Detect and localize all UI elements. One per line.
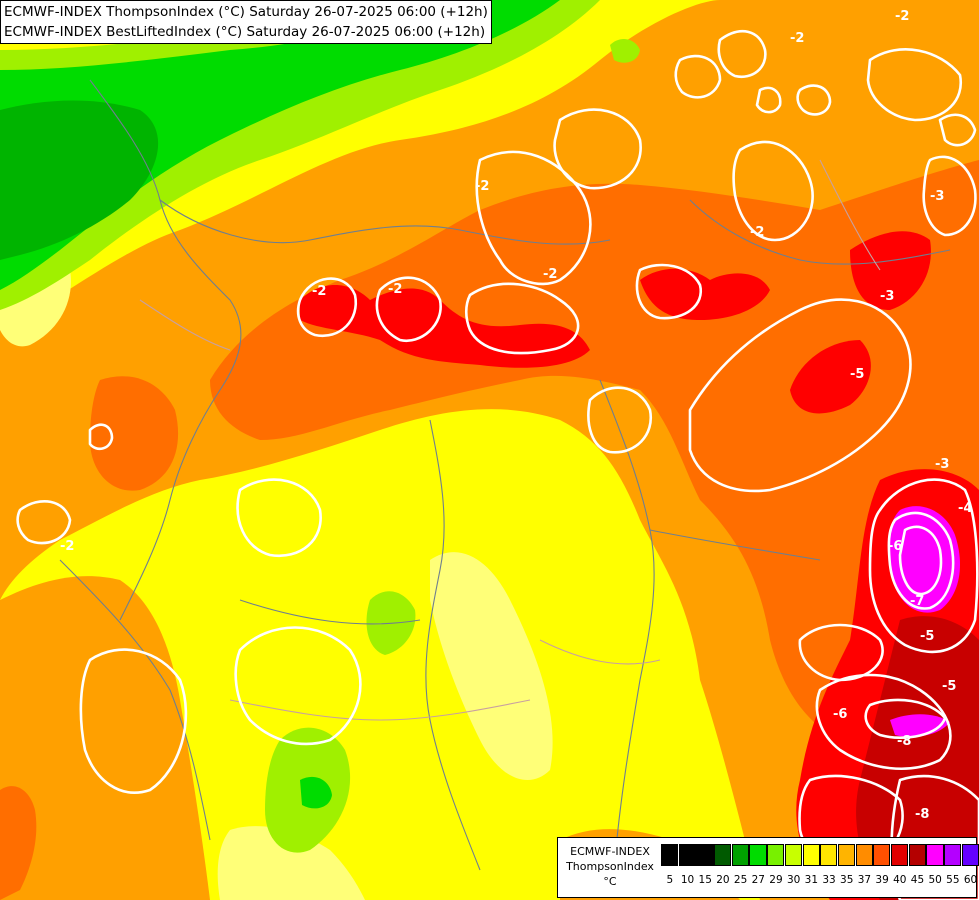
legend-tick-label: 10: [680, 874, 695, 886]
map-title-box: ECMWF-INDEX ThompsonIndex (°C) Saturday …: [0, 0, 492, 44]
legend-tick-label: 45: [910, 874, 925, 886]
legend-tick-label: 33: [822, 874, 836, 886]
contour-label: -2: [60, 539, 74, 554]
legend-swatch: [855, 844, 873, 866]
field-magenta-1: [888, 506, 960, 613]
legend-tick-label: 40: [893, 874, 907, 886]
contour-labels: -2 -2 -2 -2 -2 -2 -2 -2 -3 -3 -3 -4 -5 -…: [60, 9, 972, 822]
contour-label: -6: [888, 539, 902, 554]
legend-tick-label: 55: [946, 874, 960, 886]
legend-swatch: [820, 844, 838, 866]
legend-swatch: [749, 844, 767, 866]
legend-tick-label: 31: [804, 874, 819, 886]
field-dark-orange-west: [90, 376, 179, 491]
legend-tick-label: 39: [875, 874, 889, 886]
contour-label: -7: [910, 594, 924, 609]
legend-swatch: [908, 844, 926, 866]
legend-tick-label: 25: [733, 874, 748, 886]
contour-label: -5: [920, 629, 934, 644]
legend-tick-label: 15: [698, 874, 712, 886]
contour-label: -3: [935, 457, 949, 472]
legend-parameter: ThompsonIndex: [566, 860, 654, 873]
field-red-core-4: [790, 340, 871, 414]
contour-label: -2: [312, 284, 326, 299]
contour-label: -5: [850, 367, 864, 382]
legend-swatch: [961, 844, 979, 866]
legend-tick-label: 50: [928, 874, 942, 886]
title-best-lifted-index: ECMWF-INDEX BestLiftedIndex (°C) Saturda…: [4, 24, 486, 40]
title-thompson-index: ECMWF-INDEX ThompsonIndex (°C) Saturday …: [4, 4, 488, 20]
field-red-core-2: [640, 268, 770, 320]
field-light-yellow-south: [217, 826, 365, 900]
field-red-core-3: [850, 231, 931, 310]
legend-model: ECMWF-INDEX: [570, 845, 650, 858]
legend-swatch: [784, 844, 802, 866]
color-legend: ECMWF-INDEX ThompsonIndex °C 5 10 15 20 25 27…: [557, 837, 979, 898]
contour-label: -3: [880, 289, 894, 304]
legend-swatch: [873, 844, 891, 866]
country-borders: [59, 79, 951, 871]
legend-tick-label: 60: [963, 874, 978, 886]
field-green-south: [300, 776, 332, 809]
legend-swatch: [714, 844, 732, 866]
legend-swatch: [926, 844, 944, 866]
legend-swatch: [678, 844, 696, 866]
contour-label: -2: [388, 282, 402, 297]
contour-label: -3: [930, 189, 944, 204]
legend-tick-label: 30: [786, 874, 801, 886]
legend-tick-label: 37: [857, 874, 872, 886]
contour-label: -6: [833, 707, 847, 722]
field-green-nw: [0, 0, 560, 290]
contour-label: -5: [942, 679, 956, 694]
contour-label: -8: [915, 807, 929, 822]
legend-tick-label: 20: [716, 874, 730, 886]
legend-tick-label: 35: [840, 874, 854, 886]
legend-tick-label: 29: [769, 874, 783, 886]
legend-swatch: [837, 844, 856, 866]
contour-label: -2: [475, 179, 489, 194]
contour-label: -2: [895, 9, 909, 24]
legend-swatches: [661, 844, 979, 866]
legend-swatch: [661, 844, 679, 866]
contour-label: -2: [543, 267, 557, 282]
field-red-core-1: [300, 285, 590, 368]
legend-ticks: 5 10 15 20 25 27 29 30 31 33 35 37 39 40 45 50 55 60: [661, 874, 979, 886]
legend-swatch: [731, 844, 749, 866]
legend-swatch: [890, 844, 909, 866]
contour-label: -8: [897, 734, 911, 749]
legend-label: ECMWF-INDEX ThompsonIndex °C: [562, 844, 658, 889]
contour-label: -2: [790, 31, 804, 46]
contour-label: -4: [958, 501, 972, 516]
field-dark-orange-sw: [0, 786, 37, 900]
legend-tick-label: 5: [666, 874, 674, 886]
field-dark-green-nw: [0, 100, 159, 260]
legend-swatch: [696, 844, 714, 866]
contour-label: -2: [750, 225, 764, 240]
field-dark-red-east: [856, 616, 979, 900]
field-light-yellow-center: [430, 552, 553, 780]
legend-tick-label: 27: [751, 874, 765, 886]
lifted-index-contours: [16, 30, 979, 900]
legend-swatch: [802, 844, 820, 866]
legend-unit: °C: [603, 875, 617, 888]
legend-swatch: [767, 844, 785, 866]
field-lime-north: [610, 38, 640, 63]
legend-swatch: [944, 844, 962, 866]
